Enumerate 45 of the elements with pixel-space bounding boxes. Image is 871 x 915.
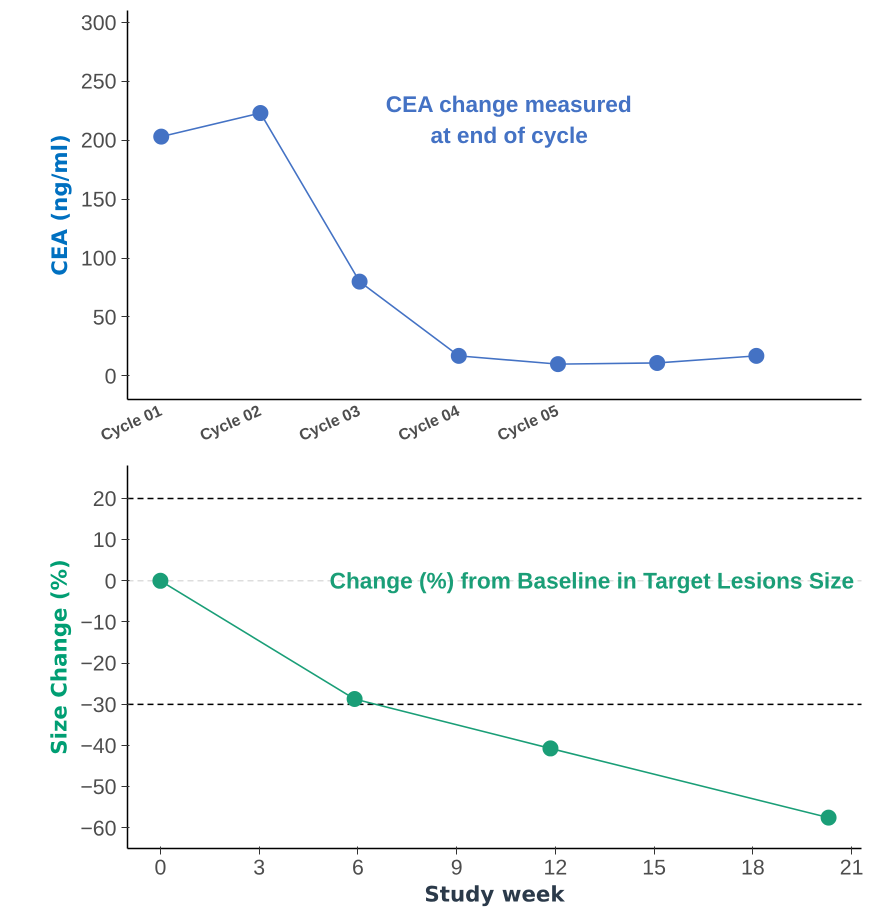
y-tick-label: −50 [80,775,117,800]
y-tick-label: −40 [80,734,117,758]
y-tick-label: −20 [80,652,117,676]
y-tick-label: 10 [92,528,117,552]
x-tick-label: 6 [352,856,364,880]
point [820,810,837,826]
y-tick-label: 0 [104,364,117,388]
point [542,740,558,756]
y-tick-label: 100 [80,246,117,271]
x-tick-label: 12 [544,856,568,880]
x-tick-label: Cycle 01 [98,402,165,445]
y-tick-label: 300 [80,10,117,35]
point [748,348,764,364]
x-tick-label: 18 [741,856,765,880]
annotation: Change (%) from Baseline in Target Lesions Size [330,567,854,594]
y-tick-label: −10 [80,610,117,634]
point [346,691,363,707]
y-tick-label: 250 [80,70,117,94]
point [450,348,467,364]
x-tick-label: Cycle 04 [396,402,462,445]
point [153,128,170,145]
y-tick-label: 20 [92,486,117,511]
y-tick-label: 150 [80,188,117,212]
y-axis-title: Size Change (%) [47,559,72,755]
y-axis-title: CEA (ng/ml) [48,134,73,276]
y-tick-label: 50 [92,305,117,330]
x-tick-label: Cycle 05 [495,402,562,445]
point [550,356,566,372]
annotation: CEA change measured at end of cycle [386,90,632,148]
y-tick-label: −30 [80,692,117,717]
x-tick-label: 0 [154,856,166,880]
point [649,354,666,371]
x-axis-title: Study week [424,882,566,908]
x-tick-label: 3 [253,856,266,880]
y-tick-label: 0 [104,569,117,594]
x-tick-label: 21 [840,856,864,880]
x-tick-label: 15 [642,856,666,880]
point [252,105,268,122]
point [152,572,168,589]
x-tick-label: Cycle 03 [296,402,364,445]
y-tick-label: 200 [80,128,117,153]
x-tick-label: Cycle 02 [198,402,264,445]
point [352,274,368,290]
y-tick-label: −60 [80,816,117,840]
x-tick-label: 9 [450,856,463,880]
